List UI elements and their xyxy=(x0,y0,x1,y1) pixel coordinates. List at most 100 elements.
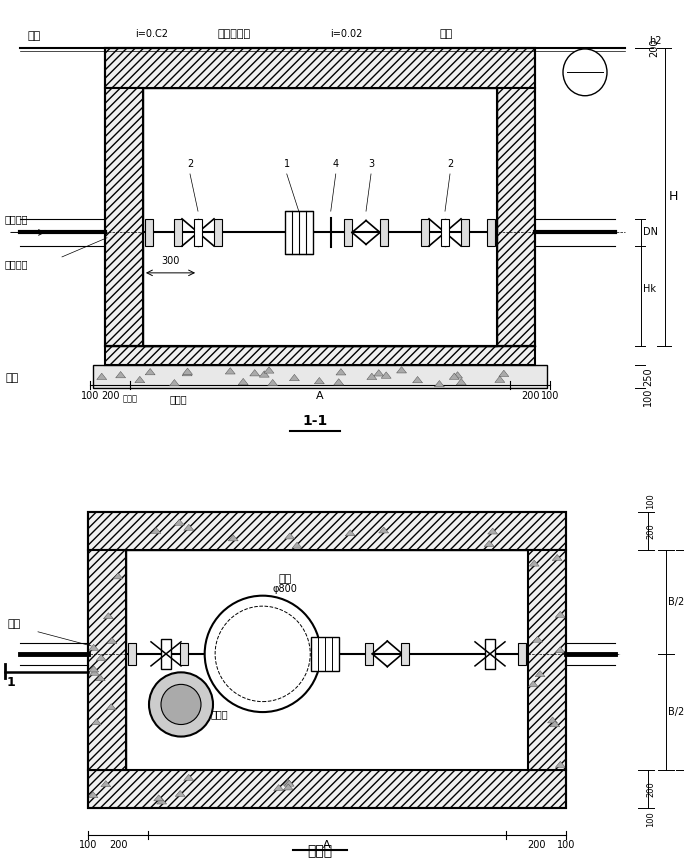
Bar xyxy=(105,47,535,346)
Text: 蹏步: 蹏步 xyxy=(8,619,21,629)
Bar xyxy=(88,512,566,550)
Polygon shape xyxy=(182,369,192,376)
Polygon shape xyxy=(334,379,344,385)
Polygon shape xyxy=(336,369,346,375)
Bar xyxy=(518,643,526,665)
Polygon shape xyxy=(292,542,302,548)
Polygon shape xyxy=(412,376,423,383)
Text: A: A xyxy=(323,840,331,850)
Polygon shape xyxy=(367,373,377,380)
Polygon shape xyxy=(135,376,145,382)
Polygon shape xyxy=(552,554,562,560)
Text: Hk: Hk xyxy=(643,284,656,294)
Polygon shape xyxy=(88,791,98,797)
Polygon shape xyxy=(528,681,538,687)
Polygon shape xyxy=(92,719,101,725)
Text: 200: 200 xyxy=(101,392,119,401)
Text: 200: 200 xyxy=(646,523,655,539)
Polygon shape xyxy=(434,381,445,387)
Polygon shape xyxy=(184,774,194,780)
Text: 集水坑: 集水坑 xyxy=(170,394,187,405)
Bar xyxy=(93,365,547,388)
Text: H: H xyxy=(669,190,679,204)
Polygon shape xyxy=(96,654,106,660)
Bar xyxy=(344,218,352,246)
Polygon shape xyxy=(456,379,466,385)
Bar xyxy=(105,88,143,346)
Polygon shape xyxy=(228,535,238,541)
Bar xyxy=(88,550,126,770)
Text: 扔面: 扔面 xyxy=(440,29,453,40)
Bar xyxy=(88,770,566,808)
Text: 100: 100 xyxy=(81,392,99,401)
Circle shape xyxy=(149,672,213,736)
Polygon shape xyxy=(106,703,116,709)
Bar xyxy=(128,643,136,665)
Polygon shape xyxy=(533,636,542,642)
Text: 200: 200 xyxy=(646,781,655,797)
Bar xyxy=(285,211,313,254)
Text: i=0.02: i=0.02 xyxy=(330,29,363,40)
Polygon shape xyxy=(113,573,123,579)
Bar xyxy=(214,218,222,246)
Polygon shape xyxy=(397,367,406,373)
Text: 垫层: 垫层 xyxy=(5,373,18,382)
Bar xyxy=(145,218,153,246)
Polygon shape xyxy=(174,520,184,526)
Text: 2: 2 xyxy=(187,159,193,168)
Bar xyxy=(311,637,339,671)
Polygon shape xyxy=(89,645,98,651)
Text: φ800: φ800 xyxy=(272,583,297,594)
Polygon shape xyxy=(453,372,462,378)
Polygon shape xyxy=(107,638,117,644)
Bar xyxy=(126,550,528,770)
Text: 87: 87 xyxy=(579,77,591,87)
Polygon shape xyxy=(170,380,179,386)
Polygon shape xyxy=(90,670,99,676)
Text: 钟筋混凝土盖板: 钟筋混凝土盖板 xyxy=(360,47,401,56)
Circle shape xyxy=(563,49,607,96)
Text: 50: 50 xyxy=(107,72,116,83)
Polygon shape xyxy=(264,367,274,373)
Polygon shape xyxy=(103,613,114,619)
Polygon shape xyxy=(555,761,566,767)
Text: 1: 1 xyxy=(7,676,16,689)
Text: A: A xyxy=(316,392,324,401)
Bar xyxy=(402,643,409,665)
Polygon shape xyxy=(89,666,98,672)
Polygon shape xyxy=(488,528,498,534)
Polygon shape xyxy=(283,779,293,785)
Text: 集水坑: 集水坑 xyxy=(211,709,228,720)
Bar xyxy=(487,218,495,246)
Polygon shape xyxy=(157,798,167,804)
Bar xyxy=(143,88,497,346)
Text: i=0.C2: i=0.C2 xyxy=(135,29,168,40)
Bar xyxy=(461,218,469,246)
Bar xyxy=(421,218,429,246)
Bar xyxy=(180,643,188,665)
Text: 1-1: 1-1 xyxy=(302,414,328,428)
Text: 100: 100 xyxy=(79,840,97,850)
Polygon shape xyxy=(535,671,545,677)
Text: 地面: 地面 xyxy=(28,31,41,41)
Bar xyxy=(143,88,497,346)
Text: 1: 1 xyxy=(284,159,290,168)
Text: 平面图: 平面图 xyxy=(307,844,332,858)
Polygon shape xyxy=(116,371,126,378)
Polygon shape xyxy=(484,540,495,546)
Polygon shape xyxy=(250,369,260,376)
Bar xyxy=(105,47,535,88)
Text: 300: 300 xyxy=(161,256,180,267)
Polygon shape xyxy=(283,784,293,790)
Text: 200: 200 xyxy=(521,392,539,401)
Polygon shape xyxy=(495,376,505,382)
Polygon shape xyxy=(449,373,459,380)
Text: 100: 100 xyxy=(646,493,655,509)
Polygon shape xyxy=(95,675,105,681)
Circle shape xyxy=(205,595,321,712)
Text: 100: 100 xyxy=(646,811,655,827)
Text: 水流方向: 水流方向 xyxy=(5,214,29,224)
Polygon shape xyxy=(96,373,107,380)
Bar xyxy=(497,88,535,346)
Text: 50: 50 xyxy=(499,72,508,83)
